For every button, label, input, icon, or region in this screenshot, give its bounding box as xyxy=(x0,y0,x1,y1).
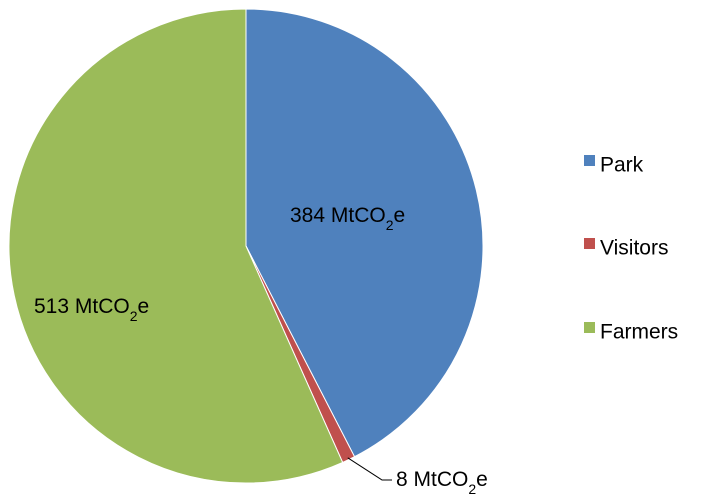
legend-swatch-farmers xyxy=(584,322,595,333)
legend-label-visitors: Visitors xyxy=(600,237,668,260)
pie-slices xyxy=(8,8,484,484)
data-labels: 384 MtCO2e 8 MtCO2e 513 MtCO2e xyxy=(34,204,488,497)
pie-slice-farmers xyxy=(8,8,344,484)
leader-line-visitors xyxy=(347,457,392,481)
legend: Park Visitors Farmers xyxy=(584,154,678,344)
legend-label-park: Park xyxy=(600,154,644,177)
data-label-visitors: 8 MtCO2e xyxy=(396,468,488,497)
pie-slice-park xyxy=(245,8,484,458)
data-label-park: 384 MtCO2e xyxy=(290,204,405,233)
legend-label-farmers: Farmers xyxy=(600,321,678,344)
leader-lines xyxy=(347,457,392,481)
legend-swatch-visitors xyxy=(584,238,595,249)
legend-swatch-park xyxy=(584,155,595,166)
data-label-farmers: 513 MtCO2e xyxy=(34,295,149,324)
